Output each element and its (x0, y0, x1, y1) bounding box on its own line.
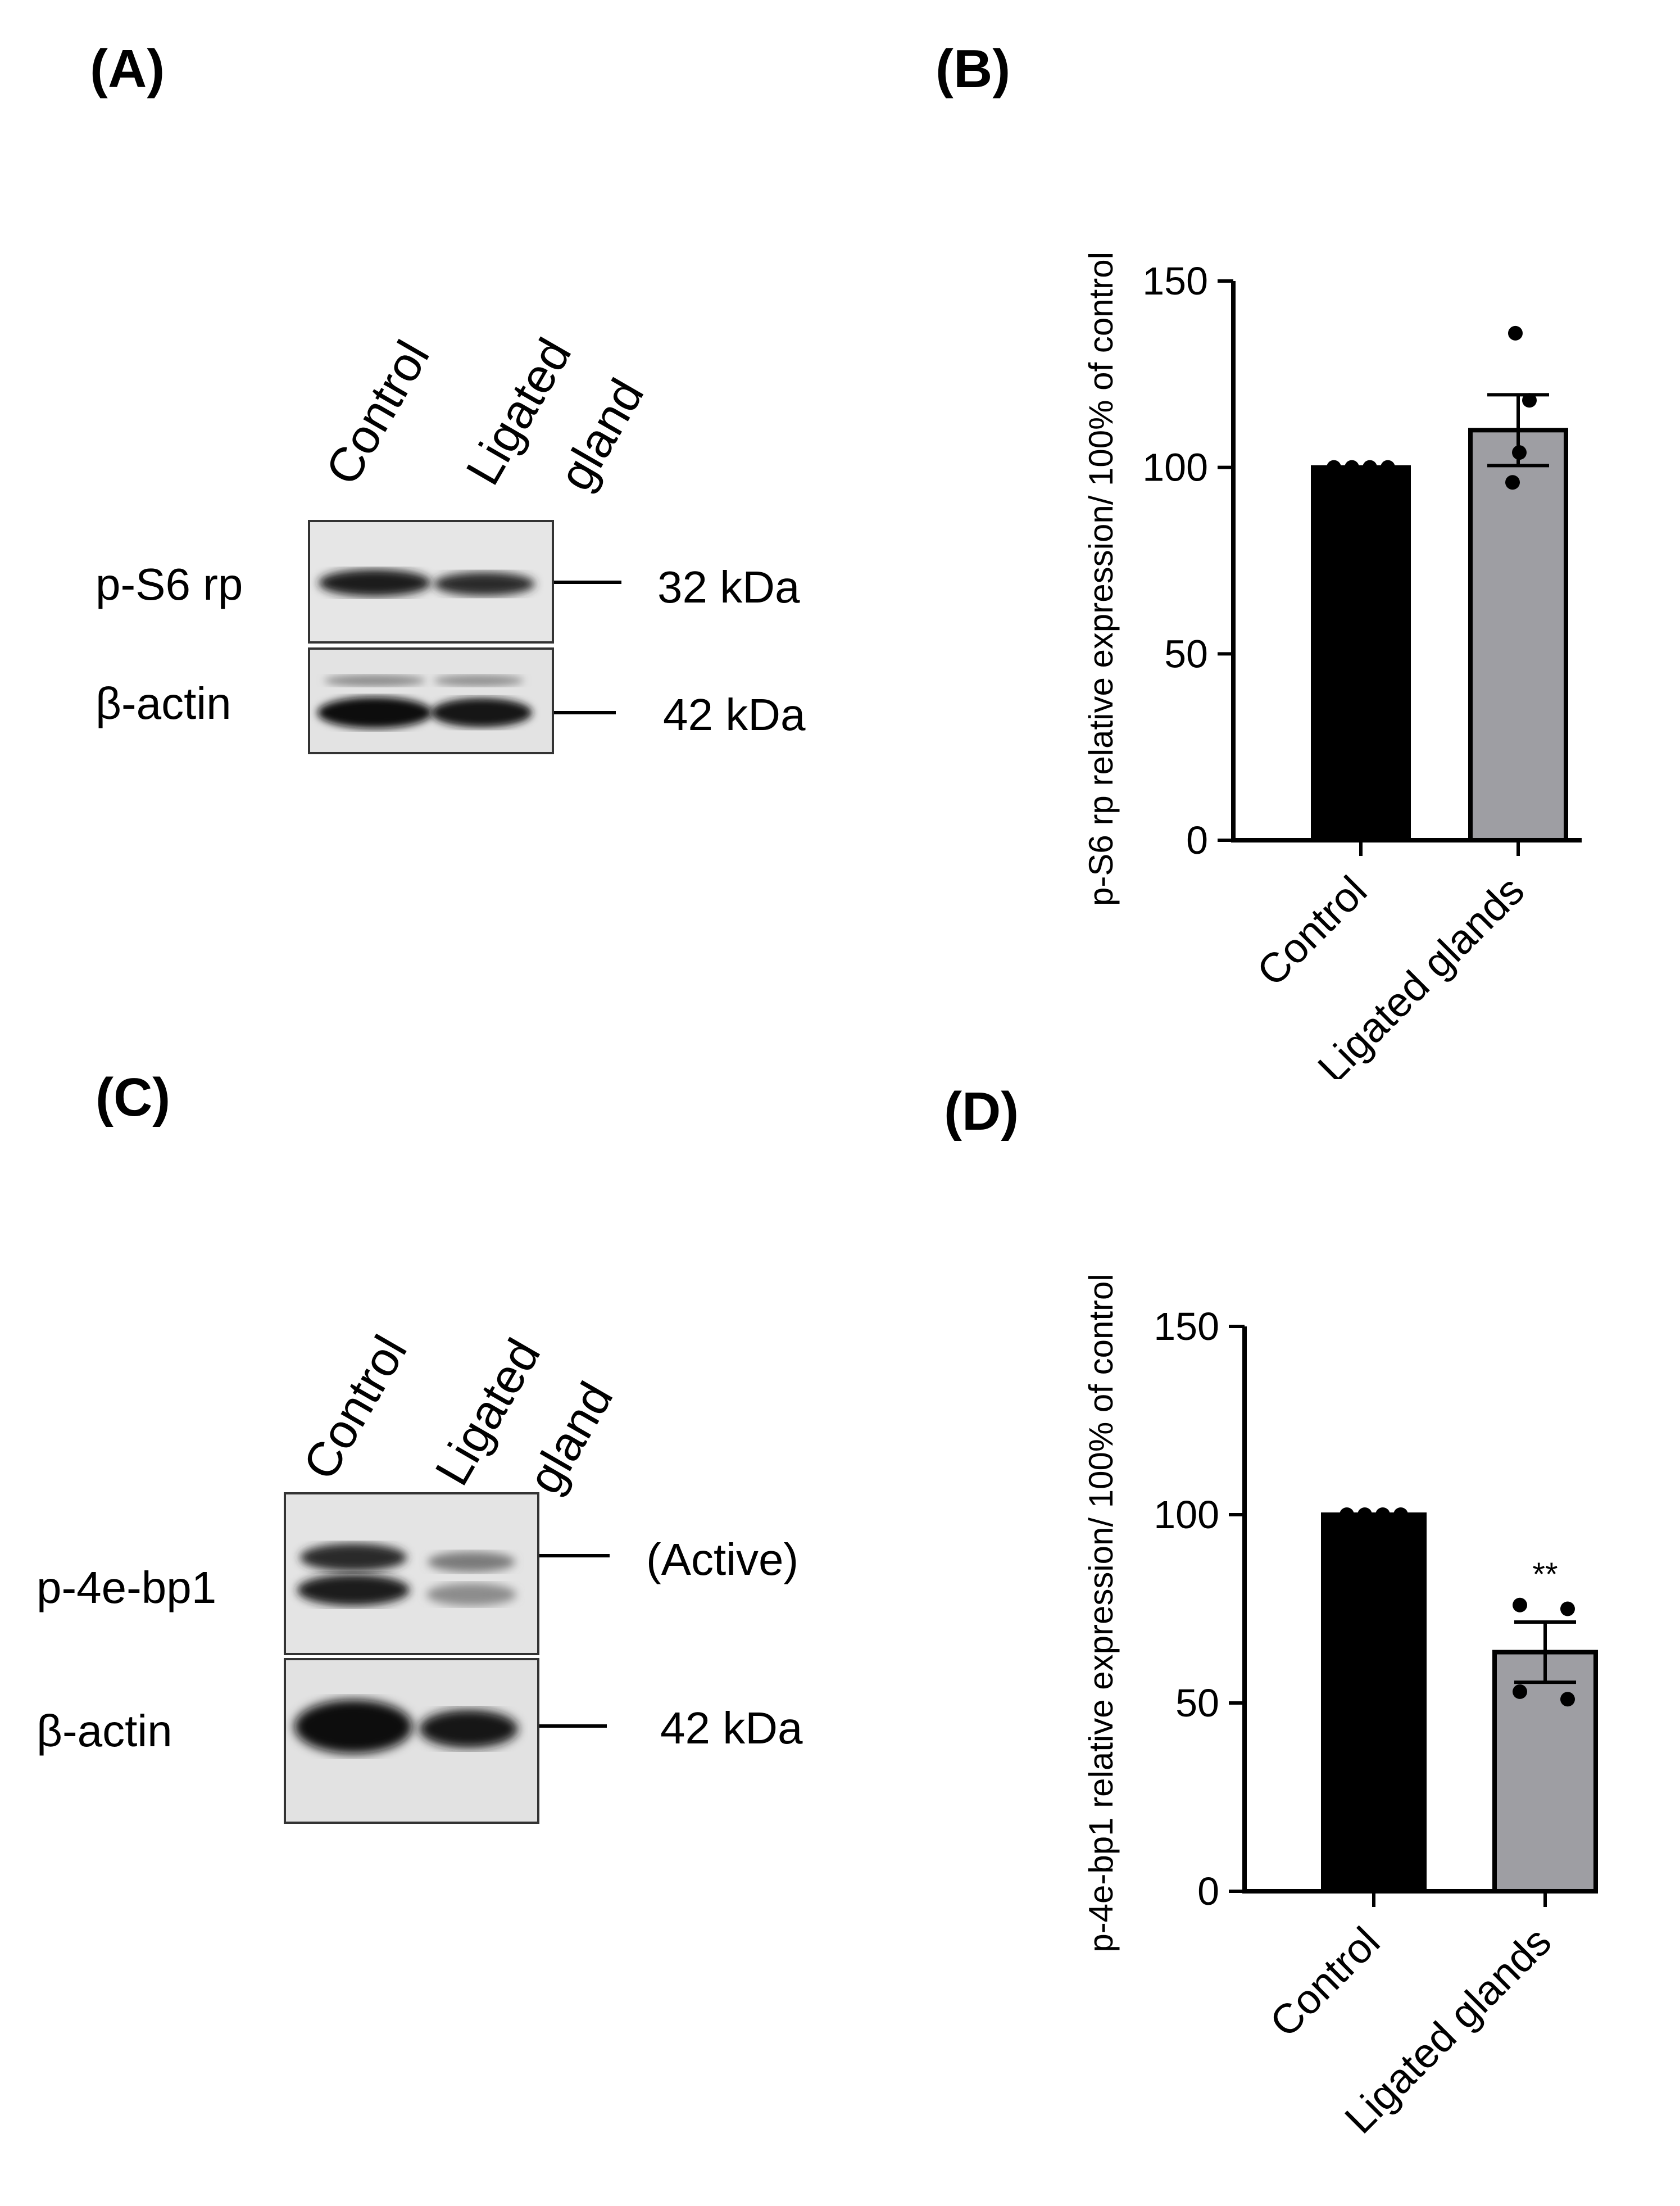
size-label-42kda: 42 kDa (663, 690, 806, 740)
panel-label-a: (A) (90, 39, 165, 99)
protein-label-p4ebp1: p-4e-bp1 (37, 1562, 217, 1612)
data-point (1560, 1601, 1575, 1616)
panel-label-b: (B) (936, 39, 1011, 99)
lane-label-gland: gland (517, 1373, 624, 1503)
data-point (1381, 460, 1395, 475)
x-category-label: Control (1261, 1918, 1388, 2046)
y-tick-label: 50 (1175, 1681, 1219, 1725)
panel-label-d: (D) (944, 1081, 1019, 1141)
size-label-42kda: 42 kDa (660, 1703, 803, 1753)
data-point (1513, 1684, 1527, 1699)
lane-label-gland: gland (548, 370, 655, 500)
data-point (1345, 460, 1359, 475)
y-axis-label: p-S6 rp relative expression/ 100% of con… (1082, 252, 1120, 906)
data-point (1522, 393, 1537, 408)
y-tick-label: 150 (1154, 1304, 1219, 1348)
marker-line (554, 711, 616, 714)
data-point (1327, 460, 1341, 475)
data-point (1340, 1507, 1354, 1522)
marker-line (539, 1554, 610, 1557)
y-tick-label: 100 (1142, 446, 1208, 490)
blot-image-beta-actin (284, 1658, 539, 1824)
panel-label-c: (C) (96, 1067, 171, 1127)
blot-image-ps6rp (308, 520, 554, 644)
blot-bands (310, 650, 552, 752)
bar-chart-d: p-4e-bp1 relative expression/ 100% of co… (1082, 1274, 1598, 2142)
size-label-active: (Active) (646, 1534, 799, 1584)
lane-label-control: Control (293, 1326, 417, 1489)
y-axis-label: p-4e-bp1 relative expression/ 100% of co… (1082, 1274, 1120, 1952)
data-point (1513, 1597, 1527, 1612)
blot-bands (286, 1494, 537, 1653)
protein-label-beta-actin: β-actin (37, 1706, 172, 1756)
bar (1492, 1650, 1598, 1894)
data-point (1508, 325, 1523, 341)
y-tick-label: 0 (1186, 818, 1208, 862)
bar (1321, 1512, 1427, 1894)
size-label-32kda: 32 kDa (657, 562, 800, 612)
bar (1311, 465, 1411, 842)
y-tick-label: 50 (1164, 632, 1208, 676)
marker-line (539, 1724, 607, 1728)
blot-image-p4ebp1 (284, 1492, 539, 1655)
data-point (1512, 445, 1527, 460)
data-point (1393, 1507, 1408, 1522)
y-tick-label: 150 (1142, 259, 1208, 303)
y-tick-label: 0 (1197, 1869, 1219, 1913)
data-point (1357, 1507, 1372, 1522)
blot-bands (286, 1660, 537, 1822)
data-point (1505, 475, 1520, 490)
data-point (1560, 1692, 1575, 1707)
y-tick-label: 100 (1154, 1493, 1219, 1537)
bar-chart-b: p-S6 rp relative expression/ 100% of con… (1082, 252, 1582, 1079)
blot-image-beta-actin (308, 647, 554, 754)
data-point (1363, 460, 1377, 475)
x-category-label: Control (1248, 867, 1375, 995)
marker-line (554, 581, 621, 584)
significance-marker: ** (1532, 1556, 1558, 1593)
protein-label-beta-actin: β-actin (96, 678, 231, 728)
protein-label-ps6rp: p-S6 rp (96, 559, 243, 609)
bar (1468, 428, 1568, 842)
data-point (1375, 1507, 1390, 1522)
blot-bands (310, 522, 552, 641)
lane-label-control: Control (315, 332, 440, 494)
